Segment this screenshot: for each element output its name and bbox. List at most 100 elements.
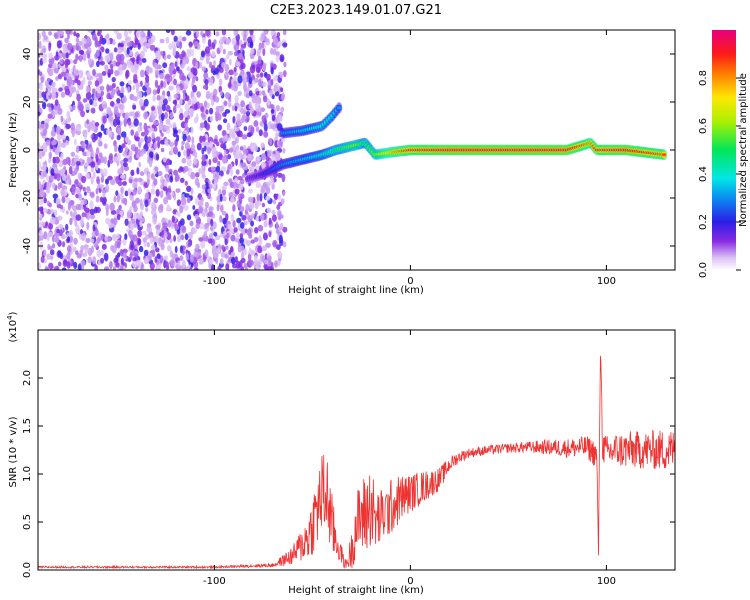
noise-speckle (68, 104, 72, 111)
noise-speckle (220, 90, 223, 97)
noise-speckle (254, 211, 258, 216)
noise-speckle (74, 178, 79, 187)
noise-speckle (243, 34, 247, 41)
noise-speckle (122, 252, 127, 258)
noise-speckle (279, 222, 284, 230)
noise-speckle (60, 152, 64, 161)
noise-speckle (249, 65, 256, 74)
noise-speckle (154, 236, 159, 244)
noise-speckle (75, 161, 81, 166)
noise-speckle (48, 31, 52, 36)
noise-speckle (52, 243, 56, 249)
noise-speckle (259, 193, 263, 202)
noise-speckle (150, 188, 156, 195)
noise-speckle (230, 245, 234, 253)
noise-speckle (240, 266, 244, 270)
noise-speckle (226, 54, 230, 60)
noise-speckle (228, 191, 234, 198)
noise-speckle (50, 168, 55, 177)
noise-speckle (234, 256, 238, 263)
noise-speckle (226, 122, 231, 131)
noise-speckle (204, 207, 208, 214)
noise-speckle (184, 95, 190, 102)
noise-speckle (183, 165, 189, 172)
noise-speckle (246, 132, 252, 138)
noise-speckle (42, 128, 46, 137)
noise-speckle (81, 264, 85, 270)
noise-speckle (176, 234, 182, 243)
noise-speckle (191, 227, 197, 234)
noise-speckle (276, 114, 280, 121)
noise-speckle (267, 98, 271, 107)
noise-speckle (261, 162, 266, 170)
noise-speckle (260, 153, 266, 161)
noise-speckle (163, 196, 169, 205)
snr-y-tick-label: 1.0 (22, 466, 33, 482)
noise-speckle (92, 256, 97, 265)
noise-speckle (247, 253, 252, 261)
noise-speckle (203, 231, 208, 237)
noise-speckle (94, 39, 99, 48)
noise-speckle (177, 151, 181, 158)
noise-speckle (68, 231, 72, 238)
noise-speckle (38, 111, 41, 116)
noise-speckle (104, 64, 109, 73)
noise-speckle (211, 50, 216, 58)
noise-speckle (153, 178, 158, 186)
noise-speckle (106, 84, 110, 92)
noise-speckle (271, 214, 277, 222)
noise-speckle (261, 202, 265, 208)
snr-panel: -100 0 100 0.0 0.5 1.0 1.5 2.0 Height of strai… (6, 311, 676, 596)
noise-speckle (207, 39, 212, 47)
noise-speckle (245, 203, 250, 212)
noise-speckle (139, 35, 143, 45)
noise-speckle (240, 62, 246, 70)
noise-speckle (72, 104, 76, 111)
noise-speckle (242, 76, 248, 85)
noise-speckle (70, 122, 75, 131)
noise-speckle (195, 172, 200, 178)
noise-speckle (111, 88, 116, 95)
noise-speckle (181, 260, 186, 269)
noise-speckle (178, 35, 183, 43)
noise-speckle (181, 225, 187, 234)
noise-speckle (263, 220, 268, 228)
noise-speckle (240, 117, 245, 124)
noise-speckle (115, 262, 120, 268)
noise-speckle (140, 151, 144, 157)
noise-speckle (82, 76, 86, 85)
noise-speckle (154, 166, 159, 172)
noise-speckle (212, 151, 216, 158)
noise-speckle (135, 82, 141, 88)
noise-speckle (279, 71, 284, 79)
noise-speckle (208, 159, 212, 166)
noise-speckle (132, 188, 137, 196)
noise-speckle (222, 188, 226, 196)
noise-speckle (194, 102, 198, 111)
noise-speckle (120, 59, 124, 65)
noise-speckle (110, 209, 117, 215)
noise-speckle (117, 127, 121, 135)
noise-speckle (94, 80, 100, 87)
noise-speckle (282, 147, 286, 154)
noise-speckle (82, 186, 86, 192)
noise-speckle (102, 200, 107, 206)
noise-speckle (108, 116, 113, 122)
noise-speckle (85, 172, 90, 180)
noise-speckle (198, 206, 204, 213)
noise-speckle (259, 90, 262, 96)
noise-speckle (147, 241, 150, 248)
noise-speckle (262, 232, 268, 241)
noise-speckle (89, 208, 96, 215)
noise-speckle (93, 242, 99, 248)
noise-speckle (248, 201, 255, 210)
noise-speckle (75, 214, 82, 221)
noise-speckle (54, 99, 59, 106)
noise-speckle (155, 189, 160, 197)
noise-speckle (139, 122, 142, 127)
noise-speckle (219, 193, 223, 202)
noise-speckle (216, 204, 220, 212)
noise-speckle (62, 260, 68, 267)
noise-speckle (210, 218, 214, 227)
noise-speckle (102, 104, 108, 109)
